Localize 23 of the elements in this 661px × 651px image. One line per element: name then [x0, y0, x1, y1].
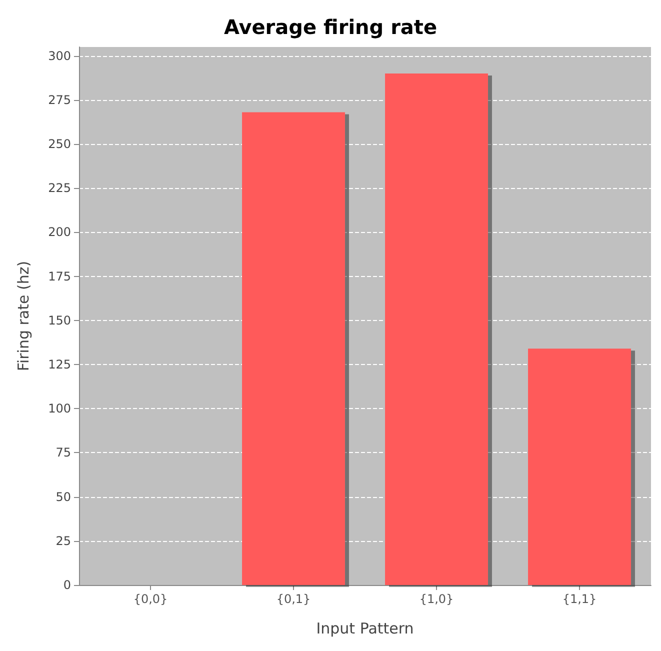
y-tick-label: 0 — [63, 578, 71, 592]
y-tick-label: 175 — [48, 269, 71, 284]
chart-title: Average firing rate — [224, 15, 438, 39]
bar — [242, 112, 345, 585]
y-tick-label: 150 — [48, 313, 71, 328]
x-axis-title: Input Pattern — [316, 620, 414, 638]
y-tick-label: 300 — [48, 48, 71, 63]
x-tick-label: {1,0} — [419, 592, 454, 606]
bar — [528, 348, 631, 585]
y-tick-label: 100 — [48, 402, 71, 416]
bar — [385, 73, 488, 585]
x-tick-label: {1,1} — [562, 592, 597, 606]
y-tick-label: 250 — [48, 137, 71, 152]
y-tick-label: 225 — [48, 181, 71, 196]
x-tick-label: {0,0} — [133, 592, 168, 606]
y-tick-label: 125 — [48, 358, 71, 372]
y-tick-label: 75 — [56, 446, 71, 460]
x-tick-label: {0,1} — [276, 592, 311, 606]
y-axis-title: Firing rate (hz) — [14, 260, 32, 372]
y-tick-label: 200 — [48, 225, 71, 240]
y-tick-label: 275 — [48, 92, 71, 107]
y-tick-label: 50 — [56, 490, 71, 504]
y-tick-label: 25 — [56, 534, 71, 548]
